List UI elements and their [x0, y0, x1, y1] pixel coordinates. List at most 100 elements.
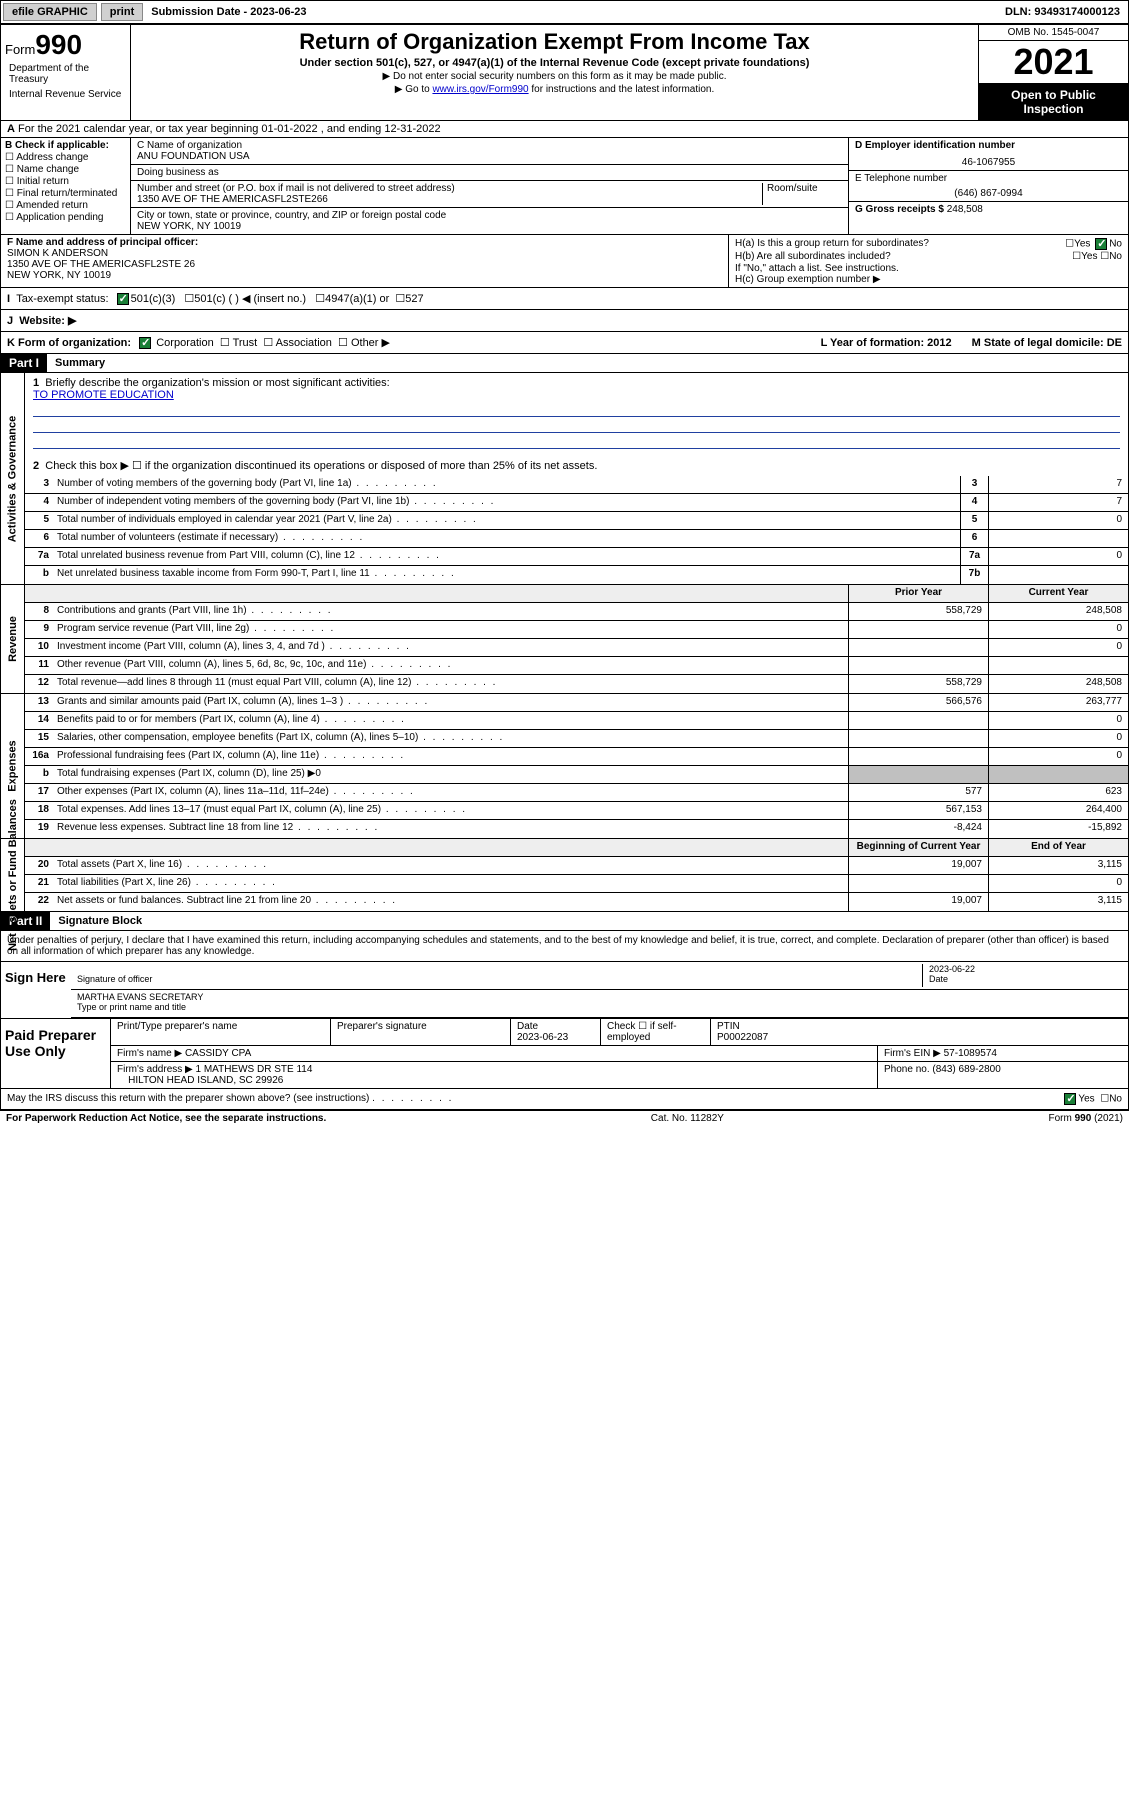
chk-app-pending[interactable]: ☐ Application pending — [5, 212, 126, 223]
efile-button[interactable]: efile GRAPHIC — [3, 3, 97, 21]
col-f-officer: F Name and address of principal officer:… — [1, 235, 728, 287]
officer-name: SIMON K ANDERSON — [7, 248, 108, 259]
cat-number: Cat. No. 11282Y — [651, 1113, 724, 1124]
page-footer: For Paperwork Reduction Act Notice, see … — [0, 1110, 1129, 1126]
firm-phone: (843) 689-2800 — [932, 1064, 1000, 1075]
table-row: 22Net assets or fund balances. Subtract … — [25, 893, 1128, 911]
year-formation: L Year of formation: 2012 — [821, 337, 952, 349]
irs-link[interactable]: www.irs.gov/Form990 — [432, 84, 528, 95]
dept-treasury: Department of the Treasury — [5, 61, 126, 87]
sig-officer-label: Signature of officer — [77, 974, 152, 984]
section-b-c-d: B Check if applicable: ☐ Address change … — [0, 138, 1129, 235]
irs-label: Internal Revenue Service — [5, 87, 126, 102]
form-subtitle: Under section 501(c), 527, or 4947(a)(1)… — [135, 57, 974, 69]
501c3-checkbox[interactable] — [117, 293, 129, 305]
prep-date: 2023-06-23 — [517, 1032, 568, 1043]
print-button[interactable]: print — [101, 3, 143, 21]
corp-checkbox[interactable] — [139, 337, 151, 349]
chk-final-return[interactable]: ☐ Final return/terminated — [5, 188, 126, 199]
revenue-section: Revenue Prior Year Current Year 8Contrib… — [0, 585, 1129, 694]
signature-block: Under penalties of perjury, I declare th… — [0, 931, 1129, 1110]
ptin-value: P00022087 — [717, 1032, 768, 1043]
open-inspection: Open to Public Inspection — [979, 84, 1128, 120]
beg-year-hdr: Beginning of Current Year — [848, 839, 988, 856]
ein-value: 46-1067955 — [855, 157, 1122, 168]
gross-label: G Gross receipts $ — [855, 204, 947, 215]
row-k-form-org: K Form of organization: Corporation ☐ Tr… — [0, 332, 1129, 354]
sign-here-label: Sign Here — [1, 962, 71, 1018]
form-header: Form990 Department of the Treasury Inter… — [0, 24, 1129, 121]
table-row: 17Other expenses (Part IX, column (A), l… — [25, 784, 1128, 802]
discuss-yes-checkbox[interactable] — [1064, 1093, 1076, 1105]
officer-addr2: NEW YORK, NY 10019 — [7, 270, 111, 281]
room-label: Room/suite — [762, 183, 842, 205]
row-a-tax-year: A For the 2021 calendar year, or tax yea… — [0, 121, 1129, 138]
table-row: 9Program service revenue (Part VIII, lin… — [25, 621, 1128, 639]
perjury-declaration: Under penalties of perjury, I declare th… — [1, 931, 1128, 961]
table-row: 15Salaries, other compensation, employee… — [25, 730, 1128, 748]
row-j-website: J Website: ▶ — [0, 310, 1129, 332]
table-row: 19Revenue less expenses. Subtract line 1… — [25, 820, 1128, 838]
state-domicile: M State of legal domicile: DE — [972, 337, 1122, 349]
chk-initial-return[interactable]: ☐ Initial return — [5, 176, 126, 187]
org-name: ANU FOUNDATION USA — [137, 151, 842, 162]
chk-name-change[interactable]: ☐ Name change — [5, 164, 126, 175]
firm-ein: 57-1089574 — [944, 1048, 997, 1059]
table-row: 20Total assets (Part X, line 16)19,0073,… — [25, 857, 1128, 875]
table-row: bNet unrelated business taxable income f… — [25, 566, 1128, 584]
table-row: 12Total revenue—add lines 8 through 11 (… — [25, 675, 1128, 693]
dba-label: Doing business as — [131, 165, 848, 181]
table-row: 18Total expenses. Add lines 13–17 (must … — [25, 802, 1128, 820]
prep-sig-label: Preparer's signature — [331, 1019, 511, 1045]
self-employed-check[interactable]: Check ☐ if self-employed — [601, 1019, 711, 1045]
phone-value: (646) 867-0994 — [855, 188, 1122, 199]
gross-value: 248,508 — [947, 204, 983, 215]
ssn-note: ▶ Do not enter social security numbers o… — [135, 71, 974, 82]
name-label: C Name of organization — [137, 140, 842, 151]
prior-year-hdr: Prior Year — [848, 585, 988, 602]
tax-year: 2021 — [979, 41, 1128, 84]
table-row: 3Number of voting members of the governi… — [25, 476, 1128, 494]
table-row: 4Number of independent voting members of… — [25, 494, 1128, 512]
paid-preparer-label: Paid Preparer Use Only — [1, 1019, 111, 1088]
col-d-e-g: D Employer identification number 46-1067… — [848, 138, 1128, 234]
line2-label: Check this box ▶ ☐ if the organization d… — [45, 460, 597, 472]
top-toolbar: efile GRAPHIC print Submission Date - 20… — [0, 0, 1129, 24]
col-b-checkboxes: B Check if applicable: ☐ Address change … — [1, 138, 131, 234]
net-assets-section: Net Assets or Fund Balances Beginning of… — [0, 839, 1129, 912]
firm-addr2: HILTON HEAD ISLAND, SC 29926 — [128, 1075, 283, 1086]
mission-text: TO PROMOTE EDUCATION — [33, 389, 174, 401]
addr-label: Number and street (or P.O. box if mail i… — [137, 183, 762, 194]
ha-no-checkbox[interactable] — [1095, 238, 1107, 250]
submission-date: Submission Date - 2023-06-23 — [147, 6, 310, 18]
col-c-org-info: C Name of organization ANU FOUNDATION US… — [131, 138, 848, 234]
table-row: 6Total number of volunteers (estimate if… — [25, 530, 1128, 548]
table-row: 10Investment income (Part VIII, column (… — [25, 639, 1128, 657]
firm-name: CASSIDY CPA — [185, 1048, 251, 1059]
row-f-h: F Name and address of principal officer:… — [0, 235, 1129, 288]
table-row: 13Grants and similar amounts paid (Part … — [25, 694, 1128, 712]
pra-notice: For Paperwork Reduction Act Notice, see … — [6, 1113, 326, 1124]
current-year-hdr: Current Year — [988, 585, 1128, 602]
row-i-tax-status: I Tax-exempt status: 501(c)(3) ☐ 501(c) … — [0, 288, 1129, 310]
officer-addr1: 1350 AVE OF THE AMERICASFL2STE 26 — [7, 259, 195, 270]
sig-date: 2023-06-22 — [929, 964, 975, 974]
org-city: NEW YORK, NY 10019 — [137, 221, 842, 232]
table-row: 14Benefits paid to or for members (Part … — [25, 712, 1128, 730]
table-row: 21Total liabilities (Part X, line 26)0 — [25, 875, 1128, 893]
end-year-hdr: End of Year — [988, 839, 1128, 856]
table-row: bTotal fundraising expenses (Part IX, co… — [25, 766, 1128, 784]
table-row: 8Contributions and grants (Part VIII, li… — [25, 603, 1128, 621]
firm-addr1: 1 MATHEWS DR STE 114 — [196, 1064, 313, 1075]
officer-typed-name: MARTHA EVANS SECRETARY — [77, 992, 203, 1002]
dln-label: DLN: 93493174000123 — [1005, 6, 1126, 18]
form-footer: Form 990 (2021) — [1049, 1113, 1123, 1124]
omb-number: OMB No. 1545-0047 — [979, 25, 1128, 41]
ein-label: D Employer identification number — [855, 140, 1015, 151]
chk-address-change[interactable]: ☐ Address change — [5, 152, 126, 163]
chk-amended[interactable]: ☐ Amended return — [5, 200, 126, 211]
line1-label: Briefly describe the organization's miss… — [45, 377, 389, 389]
expenses-section: Expenses 13Grants and similar amounts pa… — [0, 694, 1129, 839]
table-row: 7aTotal unrelated business revenue from … — [25, 548, 1128, 566]
table-row: 5Total number of individuals employed in… — [25, 512, 1128, 530]
